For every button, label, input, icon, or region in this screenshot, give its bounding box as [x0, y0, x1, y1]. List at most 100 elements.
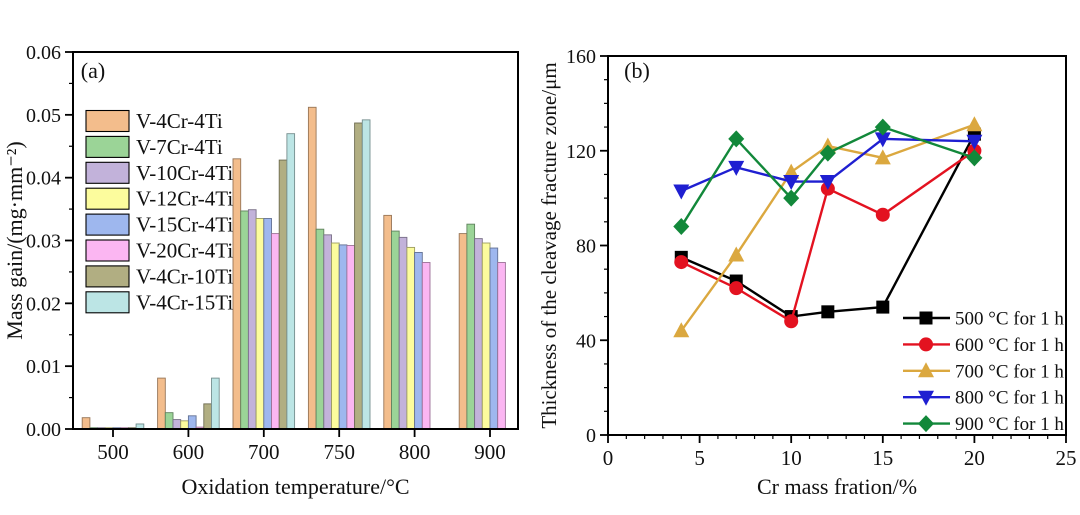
y-tick-label-a: 0.05 [26, 105, 61, 127]
legend-swatch-V-15Cr-4Ti [85, 213, 130, 236]
y-tick-label-a: 0.02 [26, 293, 61, 315]
bar-V-4Cr-4Ti-900 [458, 233, 468, 430]
x-tick-label-b: 5 [694, 446, 705, 470]
x-tick-label-a: 600 [173, 440, 205, 464]
legend-label-a: V-4Cr-4Ti [136, 109, 223, 133]
legend-label-b: 800 °C for 1 h [955, 388, 1064, 409]
bar-V-12Cr-4Ti-600 [180, 420, 189, 430]
panel-label-b: (b) [624, 58, 650, 83]
legend-swatch-V-4Cr-4Ti [85, 109, 130, 133]
line-600 °C for 1 h [680, 149, 976, 324]
point-600 °C for 1 h-4 [674, 255, 689, 270]
bar-V-4Cr-4Ti-600 [157, 377, 166, 430]
legend-a-item-V-4Cr-10Ti: V-4Cr-10Ti [85, 264, 233, 288]
bar-V-15Cr-4Ti-600 [187, 415, 197, 430]
y-axis-title-a: Mass gain/(mg·mm⁻²) [2, 141, 27, 339]
legend-marker-500 °C for 1 h [919, 311, 933, 325]
bar-V-12Cr-4Ti-900 [481, 242, 491, 430]
legend-a-item-V-20Cr-4Ti: V-20Cr-4Ti [85, 239, 233, 263]
x-tick-label-b: 10 [781, 446, 802, 470]
bar-V-4Cr-15Ti-750 [361, 119, 371, 430]
bar-V-7Cr-4Ti-800 [391, 230, 400, 430]
legend-b-item-700 °C for 1 h: 700 °C for 1 h [903, 361, 1064, 382]
bar-V-4Cr-10Ti-700 [278, 159, 288, 430]
legend-swatch-V-4Cr-10Ti [85, 265, 130, 288]
bar-V-7Cr-4Ti-700 [240, 210, 249, 430]
line-900 °C for 1 h [680, 125, 975, 228]
bar-V-4Cr-15Ti-700 [286, 133, 296, 430]
bar-V-7Cr-4Ti-900 [466, 223, 476, 430]
bar-V-15Cr-4Ti-750 [338, 244, 348, 430]
point-700 °C for 1 h-7 [728, 246, 745, 262]
point-500 °C for 1 h-12 [821, 305, 835, 319]
point-900 °C for 1 h-4 [673, 218, 690, 236]
legend-b-item-800 °C for 1 h: 800 °C for 1 h [903, 388, 1064, 409]
point-800 °C for 1 h-12 [819, 175, 836, 191]
bar-V-10Cr-4Ti-900 [474, 238, 483, 430]
y-tick-label-b: 120 [566, 141, 596, 163]
point-900 °C for 1 h-7 [728, 130, 745, 148]
legend-label-b: 600 °C for 1 h [955, 335, 1064, 356]
panel-a: 0.00 0.01 0.02 0.03 0.04 0.05 0.06 500 600 700 750… [2, 42, 519, 499]
x-tick-label-a: 900 [474, 440, 506, 464]
y-tick-label-b: 160 [566, 46, 596, 68]
point-600 °C for 1 h-7 [729, 281, 744, 296]
line-700 °C for 1 h [680, 123, 975, 332]
y-axis-title-b: Thickness of the cleavage fracture zone/… [537, 62, 561, 428]
bar-V-15Cr-4Ti-700 [263, 218, 272, 430]
bar-V-20Cr-4Ti-900 [497, 262, 506, 430]
legend-label-b: 700 °C for 1 h [955, 361, 1064, 382]
bar-V-10Cr-4Ti-800 [398, 236, 408, 430]
line-800 °C for 1 h [680, 137, 975, 193]
legend-a-item-V-12Cr-4Ti: V-12Cr-4Ti [85, 187, 233, 211]
legend-label-a: V-7Cr-4Ti [136, 135, 223, 159]
legend-label-b: 500 °C for 1 h [955, 309, 1064, 330]
y-tick-label-a: 0.00 [26, 419, 61, 441]
legend-marker-800 °C for 1 h [918, 390, 934, 406]
point-800 °C for 1 h-4 [673, 184, 690, 200]
point-900 °C for 1 h-15 [874, 118, 891, 136]
bar-V-10Cr-4Ti-750 [323, 234, 332, 430]
bar-V-10Cr-4Ti-600 [172, 419, 182, 430]
point-500 °C for 1 h-15 [876, 300, 890, 314]
legend-swatch-V-4Cr-15Ti [85, 291, 130, 314]
legend-a-item-V-4Cr-15Ti: V-4Cr-15Ti [85, 290, 233, 314]
panel-b: 0 40 80 120 160 0 5 10 15 20 25 Cr mass fration/% Th… [537, 46, 1077, 499]
point-700 °C for 1 h-10 [783, 163, 800, 179]
point-600 °C for 1 h-15 [875, 207, 890, 222]
legend-b-item-600 °C for 1 h: 600 °C for 1 h [903, 335, 1064, 356]
bar-V-12Cr-4Ti-700 [255, 218, 265, 430]
legend-label-a: V-12Cr-4Ti [136, 187, 233, 211]
legend-a-item-V-15Cr-4Ti: V-15Cr-4Ti [85, 213, 233, 237]
legend-swatch-V-7Cr-4Ti [85, 135, 130, 158]
x-tick-label-a: 500 [97, 440, 129, 464]
legend-marker-900 °C for 1 h [918, 415, 934, 433]
bar-V-15Cr-4Ti-900 [489, 247, 499, 430]
x-tick-label-b: 20 [964, 446, 985, 470]
y-tick-label-a: 0.04 [26, 168, 61, 190]
point-800 °C for 1 h-7 [728, 160, 745, 176]
legend-label-a: V-4Cr-10Ti [136, 264, 233, 288]
point-800 °C for 1 h-20 [966, 134, 983, 150]
legend-swatch-V-10Cr-4Ti [85, 161, 130, 184]
bar-V-7Cr-4Ti-750 [315, 228, 325, 430]
legend-a-item-V-10Cr-4Ti: V-10Cr-4Ti [85, 161, 233, 185]
legend-b-item-900 °C for 1 h: 900 °C for 1 h [903, 414, 1064, 435]
x-tick-label-b: 0 [603, 446, 614, 470]
line-500 °C for 1 h [680, 133, 976, 318]
x-axis-title-a: Oxidation temperature/°C [181, 474, 409, 499]
point-800 °C for 1 h-10 [783, 175, 800, 191]
point-900 °C for 1 h-20 [966, 149, 983, 167]
x-axis-title-b: Cr mass fration/% [757, 474, 917, 499]
y-tick-label-a: 0.01 [26, 356, 61, 378]
bar-V-4Cr-15Ti-600 [211, 377, 220, 430]
bar-V-12Cr-4Ti-800 [406, 246, 416, 430]
legend-swatch-V-20Cr-4Ti [85, 239, 130, 262]
legend-a-item-V-7Cr-4Ti: V-7Cr-4Ti [85, 135, 223, 159]
legend-b-item-500 °C for 1 h: 500 °C for 1 h [903, 309, 1064, 330]
x-tick-label-a: 700 [248, 440, 280, 464]
bar-V-10Cr-4Ti-700 [247, 209, 257, 430]
legend-label-a: V-4Cr-15Ti [136, 290, 233, 314]
